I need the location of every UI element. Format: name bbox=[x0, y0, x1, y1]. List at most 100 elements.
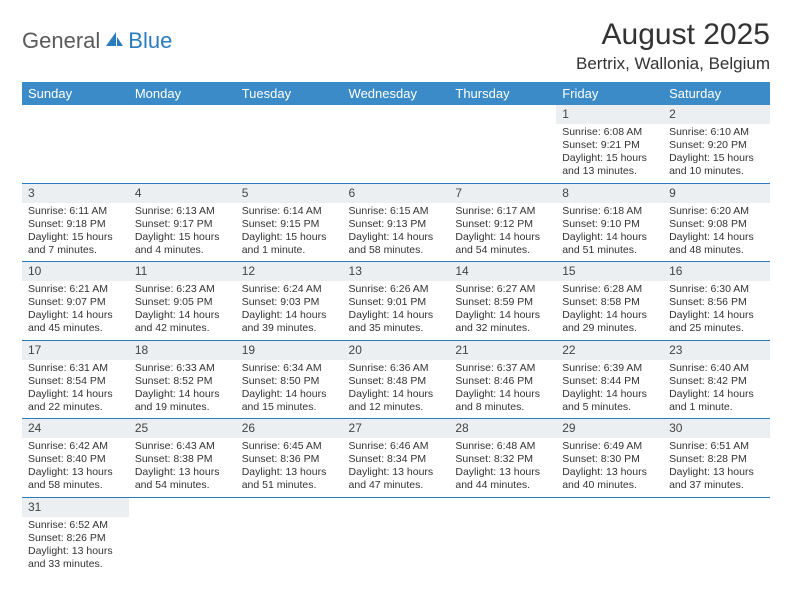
calendar-cell: 12Sunrise: 6:24 AMSunset: 9:03 PMDayligh… bbox=[236, 262, 343, 341]
day-details: Sunrise: 6:30 AMSunset: 8:56 PMDaylight:… bbox=[663, 281, 770, 340]
day-number: 2 bbox=[663, 105, 770, 124]
day-number: 30 bbox=[663, 419, 770, 438]
calendar-cell bbox=[663, 497, 770, 575]
day-details: Sunrise: 6:49 AMSunset: 8:30 PMDaylight:… bbox=[556, 438, 663, 497]
location: Bertrix, Wallonia, Belgium bbox=[576, 54, 770, 74]
calendar-cell: 1Sunrise: 6:08 AMSunset: 9:21 PMDaylight… bbox=[556, 105, 663, 183]
weekday-header: Tuesday bbox=[236, 82, 343, 105]
day-details: Sunrise: 6:27 AMSunset: 8:59 PMDaylight:… bbox=[449, 281, 556, 340]
logo-sail-icon bbox=[104, 30, 124, 53]
weekday-header-row: Sunday Monday Tuesday Wednesday Thursday… bbox=[22, 82, 770, 105]
header: General Blue August 2025 Bertrix, Wallon… bbox=[22, 18, 770, 74]
day-details: Sunrise: 6:33 AMSunset: 8:52 PMDaylight:… bbox=[129, 360, 236, 419]
day-details: Sunrise: 6:23 AMSunset: 9:05 PMDaylight:… bbox=[129, 281, 236, 340]
day-number: 31 bbox=[22, 498, 129, 517]
day-number: 19 bbox=[236, 341, 343, 360]
calendar-row: 3Sunrise: 6:11 AMSunset: 9:18 PMDaylight… bbox=[22, 183, 770, 262]
day-number: 7 bbox=[449, 184, 556, 203]
calendar-cell: 29Sunrise: 6:49 AMSunset: 8:30 PMDayligh… bbox=[556, 419, 663, 498]
day-number: 27 bbox=[343, 419, 450, 438]
day-number: 28 bbox=[449, 419, 556, 438]
month-title: August 2025 bbox=[576, 18, 770, 52]
calendar-cell: 17Sunrise: 6:31 AMSunset: 8:54 PMDayligh… bbox=[22, 340, 129, 419]
calendar-row: 17Sunrise: 6:31 AMSunset: 8:54 PMDayligh… bbox=[22, 340, 770, 419]
day-details: Sunrise: 6:37 AMSunset: 8:46 PMDaylight:… bbox=[449, 360, 556, 419]
day-number: 11 bbox=[129, 262, 236, 281]
day-number: 5 bbox=[236, 184, 343, 203]
calendar-cell: 16Sunrise: 6:30 AMSunset: 8:56 PMDayligh… bbox=[663, 262, 770, 341]
day-number: 15 bbox=[556, 262, 663, 281]
calendar-cell: 23Sunrise: 6:40 AMSunset: 8:42 PMDayligh… bbox=[663, 340, 770, 419]
calendar-table: Sunday Monday Tuesday Wednesday Thursday… bbox=[22, 82, 770, 575]
day-details: Sunrise: 6:36 AMSunset: 8:48 PMDaylight:… bbox=[343, 360, 450, 419]
day-details: Sunrise: 6:15 AMSunset: 9:13 PMDaylight:… bbox=[343, 203, 450, 262]
weekday-header: Monday bbox=[129, 82, 236, 105]
day-number: 29 bbox=[556, 419, 663, 438]
logo-text-general: General bbox=[22, 28, 100, 54]
calendar-cell bbox=[236, 105, 343, 183]
day-number: 6 bbox=[343, 184, 450, 203]
day-details: Sunrise: 6:34 AMSunset: 8:50 PMDaylight:… bbox=[236, 360, 343, 419]
day-details: Sunrise: 6:13 AMSunset: 9:17 PMDaylight:… bbox=[129, 203, 236, 262]
calendar-cell bbox=[449, 105, 556, 183]
calendar-cell: 22Sunrise: 6:39 AMSunset: 8:44 PMDayligh… bbox=[556, 340, 663, 419]
calendar-cell: 21Sunrise: 6:37 AMSunset: 8:46 PMDayligh… bbox=[449, 340, 556, 419]
calendar-cell bbox=[343, 497, 450, 575]
calendar-cell: 15Sunrise: 6:28 AMSunset: 8:58 PMDayligh… bbox=[556, 262, 663, 341]
day-details: Sunrise: 6:28 AMSunset: 8:58 PMDaylight:… bbox=[556, 281, 663, 340]
calendar-cell: 28Sunrise: 6:48 AMSunset: 8:32 PMDayligh… bbox=[449, 419, 556, 498]
day-details: Sunrise: 6:24 AMSunset: 9:03 PMDaylight:… bbox=[236, 281, 343, 340]
day-number: 12 bbox=[236, 262, 343, 281]
day-details: Sunrise: 6:31 AMSunset: 8:54 PMDaylight:… bbox=[22, 360, 129, 419]
calendar-cell: 30Sunrise: 6:51 AMSunset: 8:28 PMDayligh… bbox=[663, 419, 770, 498]
day-number: 3 bbox=[22, 184, 129, 203]
calendar-cell: 14Sunrise: 6:27 AMSunset: 8:59 PMDayligh… bbox=[449, 262, 556, 341]
day-number: 13 bbox=[343, 262, 450, 281]
calendar-cell: 20Sunrise: 6:36 AMSunset: 8:48 PMDayligh… bbox=[343, 340, 450, 419]
weekday-header: Sunday bbox=[22, 82, 129, 105]
day-number: 22 bbox=[556, 341, 663, 360]
calendar-cell: 11Sunrise: 6:23 AMSunset: 9:05 PMDayligh… bbox=[129, 262, 236, 341]
calendar-cell: 7Sunrise: 6:17 AMSunset: 9:12 PMDaylight… bbox=[449, 183, 556, 262]
calendar-cell bbox=[236, 497, 343, 575]
weekday-header: Thursday bbox=[449, 82, 556, 105]
calendar-cell: 3Sunrise: 6:11 AMSunset: 9:18 PMDaylight… bbox=[22, 183, 129, 262]
day-details: Sunrise: 6:51 AMSunset: 8:28 PMDaylight:… bbox=[663, 438, 770, 497]
day-number: 23 bbox=[663, 341, 770, 360]
calendar-cell: 25Sunrise: 6:43 AMSunset: 8:38 PMDayligh… bbox=[129, 419, 236, 498]
calendar-row: 31Sunrise: 6:52 AMSunset: 8:26 PMDayligh… bbox=[22, 497, 770, 575]
calendar-cell: 26Sunrise: 6:45 AMSunset: 8:36 PMDayligh… bbox=[236, 419, 343, 498]
calendar-cell: 24Sunrise: 6:42 AMSunset: 8:40 PMDayligh… bbox=[22, 419, 129, 498]
day-number: 26 bbox=[236, 419, 343, 438]
calendar-cell: 2Sunrise: 6:10 AMSunset: 9:20 PMDaylight… bbox=[663, 105, 770, 183]
calendar-cell: 19Sunrise: 6:34 AMSunset: 8:50 PMDayligh… bbox=[236, 340, 343, 419]
calendar-cell bbox=[129, 105, 236, 183]
day-number: 1 bbox=[556, 105, 663, 124]
calendar-cell bbox=[22, 105, 129, 183]
day-details: Sunrise: 6:39 AMSunset: 8:44 PMDaylight:… bbox=[556, 360, 663, 419]
day-details: Sunrise: 6:21 AMSunset: 9:07 PMDaylight:… bbox=[22, 281, 129, 340]
day-number: 8 bbox=[556, 184, 663, 203]
calendar-cell: 8Sunrise: 6:18 AMSunset: 9:10 PMDaylight… bbox=[556, 183, 663, 262]
calendar-row: 10Sunrise: 6:21 AMSunset: 9:07 PMDayligh… bbox=[22, 262, 770, 341]
calendar-cell bbox=[129, 497, 236, 575]
day-details: Sunrise: 6:40 AMSunset: 8:42 PMDaylight:… bbox=[663, 360, 770, 419]
day-details: Sunrise: 6:45 AMSunset: 8:36 PMDaylight:… bbox=[236, 438, 343, 497]
day-details: Sunrise: 6:42 AMSunset: 8:40 PMDaylight:… bbox=[22, 438, 129, 497]
day-number: 20 bbox=[343, 341, 450, 360]
day-number: 14 bbox=[449, 262, 556, 281]
day-number: 18 bbox=[129, 341, 236, 360]
day-number: 24 bbox=[22, 419, 129, 438]
weekday-header: Saturday bbox=[663, 82, 770, 105]
day-details: Sunrise: 6:46 AMSunset: 8:34 PMDaylight:… bbox=[343, 438, 450, 497]
day-number: 25 bbox=[129, 419, 236, 438]
calendar-cell: 5Sunrise: 6:14 AMSunset: 9:15 PMDaylight… bbox=[236, 183, 343, 262]
day-number: 17 bbox=[22, 341, 129, 360]
calendar-cell: 4Sunrise: 6:13 AMSunset: 9:17 PMDaylight… bbox=[129, 183, 236, 262]
day-details: Sunrise: 6:14 AMSunset: 9:15 PMDaylight:… bbox=[236, 203, 343, 262]
logo: General Blue bbox=[22, 28, 172, 54]
weekday-header: Friday bbox=[556, 82, 663, 105]
day-details: Sunrise: 6:11 AMSunset: 9:18 PMDaylight:… bbox=[22, 203, 129, 262]
calendar-row: 1Sunrise: 6:08 AMSunset: 9:21 PMDaylight… bbox=[22, 105, 770, 183]
day-details: Sunrise: 6:52 AMSunset: 8:26 PMDaylight:… bbox=[22, 517, 129, 576]
